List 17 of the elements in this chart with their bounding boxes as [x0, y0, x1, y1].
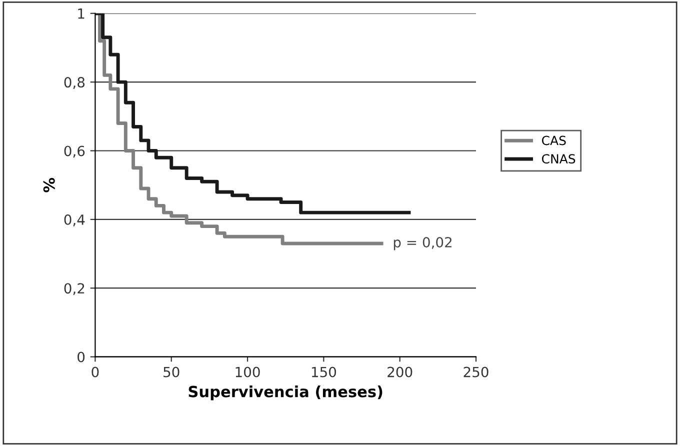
- x-tick-label: 50: [164, 366, 180, 378]
- annotation: p = 0,02: [394, 236, 452, 250]
- legend-label: CAS: [542, 136, 566, 146]
- y-axis-title: %: [43, 178, 55, 192]
- x-axis-title: Supervivencia (meses): [188, 386, 382, 400]
- x-tick-label: 0: [92, 366, 99, 378]
- y-tick-label: 0,4: [64, 214, 85, 226]
- x-tick-label: 250: [464, 366, 488, 378]
- legend-label: CNAS: [542, 154, 576, 164]
- y-tick-label: 0,6: [64, 146, 85, 158]
- x-tick-label: 200: [388, 366, 412, 378]
- y-tick-label: 1: [78, 8, 84, 19]
- y-tick-label: 0,2: [64, 283, 84, 296]
- y-tick-label: 0: [78, 352, 85, 362]
- x-tick-label: 100: [236, 366, 260, 378]
- y-tick-label: 0,8: [64, 77, 85, 89]
- x-tick-label: 150: [312, 366, 336, 378]
